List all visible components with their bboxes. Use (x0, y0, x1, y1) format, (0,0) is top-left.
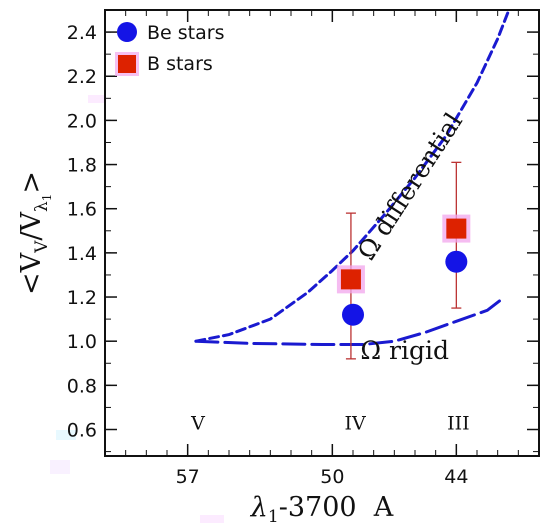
y-title-open: <V (16, 252, 47, 295)
curve-omega-rigid (194, 297, 504, 346)
b-star-marker (340, 269, 361, 290)
y-tick-label: 1.6 (67, 199, 97, 221)
luminosity-class-labels: V IV III (190, 413, 470, 435)
y-title-sub-lambda: λ (32, 201, 52, 212)
y-title-sub-v: V (32, 240, 52, 254)
be-star-marker (445, 250, 468, 273)
x-tick-label: 50 (320, 466, 344, 488)
scan-artifacts (50, 95, 224, 523)
x-title-lambda: λ (250, 492, 268, 523)
x-title-sub: 1 (268, 507, 279, 527)
y-tick-label: 2.2 (67, 66, 97, 88)
y-title-close: > (16, 171, 47, 194)
y-title-mid: /V (16, 212, 47, 241)
be-star-marker (342, 303, 364, 326)
x-axis-title: λ1-3700 A (250, 492, 394, 527)
y-tick-label: 2.4 (67, 22, 97, 44)
curve-label-omega-rigid: Ω rigid (360, 336, 449, 365)
y-tick-label: 1.2 (67, 287, 97, 309)
luminosity-class-label: V (190, 413, 205, 435)
b-star-marker (446, 218, 467, 239)
x-tick-label: 44 (444, 466, 468, 488)
y-tick-label: 0.6 (67, 420, 97, 442)
x-axis: 57 50 44 (125, 10, 519, 488)
legend: Be stars B stars (115, 22, 224, 76)
y-tick-label: 2.0 (67, 110, 97, 132)
y-tick-label: 1.0 (67, 331, 97, 353)
x-title-rest: -3700 A (279, 492, 394, 523)
legend-be-label: Be stars (147, 22, 224, 44)
y-tick-label: 1.4 (67, 243, 97, 265)
legend-be-marker (117, 22, 137, 42)
luminosity-class-label: IV (344, 413, 366, 435)
y-axis-title: <VV/Vλ1> (16, 171, 54, 295)
svg-text:<VV/Vλ1>: <VV/Vλ1> (16, 171, 54, 295)
x-tick-label: 57 (176, 466, 200, 488)
legend-b-marker (118, 55, 136, 73)
y-axis: 0.6 0.8 1.0 1.2 1.4 1.6 1.8 2.0 2.2 2.4 (67, 22, 539, 453)
y-tick-label: 0.8 (67, 375, 97, 397)
model-curves (194, 10, 510, 346)
curve-omega-differential (194, 10, 510, 343)
plot-frame (104, 9, 540, 457)
data-markers (336, 161, 471, 360)
luminosity-class-label: III (447, 413, 470, 435)
y-title-sub-one: 1 (40, 194, 54, 202)
y-tick-label: 1.8 (67, 155, 97, 177)
legend-b-label: B stars (147, 53, 213, 75)
